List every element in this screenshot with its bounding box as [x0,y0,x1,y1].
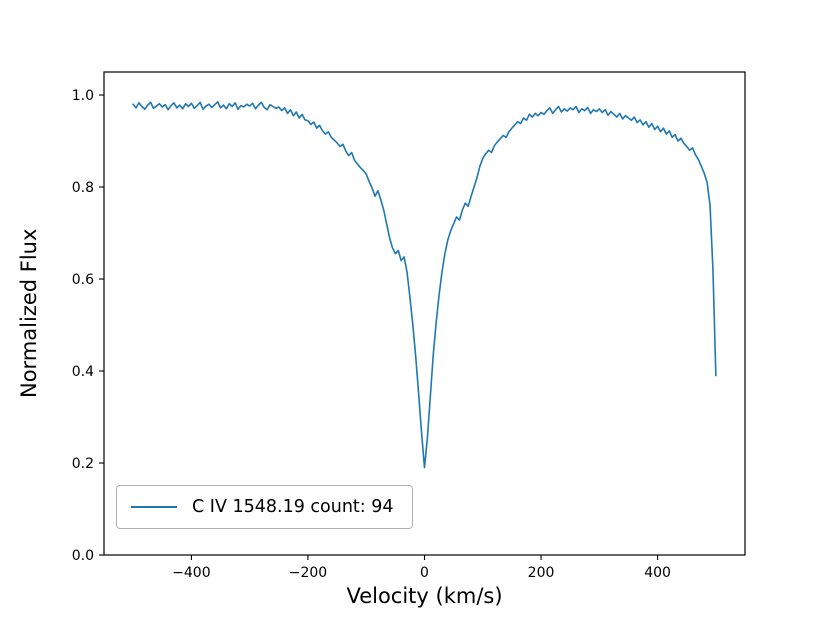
x-tick-label: 0 [420,565,429,581]
legend-line-swatch [131,505,177,509]
x-tick-label: −400 [172,565,210,581]
y-tick-label: 0.4 [72,364,94,380]
y-tick-label: 0.8 [72,180,94,196]
legend: C IV 1548.19 count: 94 [116,485,413,529]
legend-entry-label: C IV 1548.19 count: 94 [192,497,394,517]
y-tick-label: 1.0 [72,88,94,104]
spectrum-line [132,101,717,469]
x-axis-label: Velocity (km/s) [346,584,503,608]
y-tick-label: 0.0 [72,548,94,564]
axes-frame [103,71,746,556]
x-tick-label: 200 [528,565,555,581]
y-axis-label: Normalized Flux [17,228,41,399]
y-tick-label: 0.6 [72,272,94,288]
y-tick-label: 0.2 [72,456,94,472]
x-tick-label: 400 [644,565,671,581]
x-tick-label: −200 [289,565,327,581]
